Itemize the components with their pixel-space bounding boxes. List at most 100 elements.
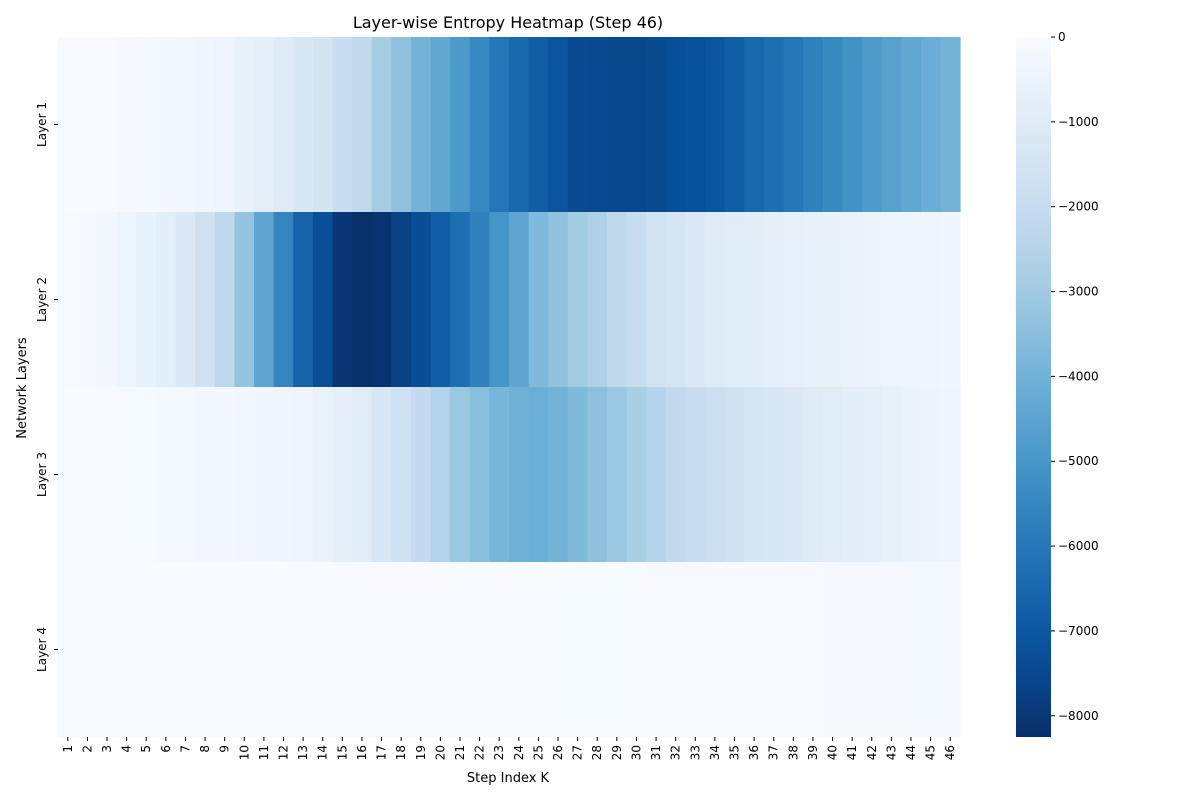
- y-tick-label: Layer 2: [35, 277, 49, 322]
- heatmap-cell: [430, 212, 451, 388]
- heatmap-cell: [705, 562, 726, 738]
- colorbar-tick-label: −6000: [1058, 539, 1099, 553]
- x-tick-label: 36: [747, 745, 761, 760]
- x-tick-label: 14: [316, 745, 330, 760]
- heatmap-cell: [391, 562, 412, 738]
- heatmap-cell: [332, 212, 353, 388]
- heatmap-cell: [136, 212, 157, 388]
- heatmap-cell: [234, 37, 255, 213]
- heatmap-cell: [214, 37, 236, 213]
- colorbar-tick-label: −4000: [1058, 369, 1099, 383]
- heatmap-cell: [920, 37, 941, 213]
- heatmap-cell: [509, 562, 530, 738]
- heatmap-cell: [822, 212, 843, 388]
- heatmap-cell: [705, 387, 726, 563]
- heatmap-cell: [528, 562, 549, 738]
- x-tick-label: 25: [531, 745, 545, 760]
- heatmap-cell: [273, 562, 294, 738]
- heatmap-cell: [489, 562, 510, 738]
- heatmap-cell: [803, 37, 824, 213]
- x-tick-label: 33: [688, 745, 702, 760]
- colorbar-tick-label: −5000: [1058, 454, 1099, 468]
- heatmap-cell: [450, 562, 471, 738]
- colorbar: [1016, 37, 1051, 737]
- heatmap-cell: [175, 387, 196, 563]
- heatmap-cell: [842, 387, 863, 563]
- heatmap-cell: [940, 212, 961, 388]
- heatmap-cell: [665, 37, 687, 213]
- x-tick-label: 7: [178, 745, 192, 753]
- x-axis-label: Step Index K: [467, 771, 550, 786]
- heatmap-cell: [567, 37, 589, 213]
- heatmap-cell: [861, 37, 883, 213]
- heatmap-cell: [842, 562, 863, 738]
- x-tick-label: 16: [355, 745, 369, 760]
- heatmap-cell: [607, 37, 628, 213]
- heatmap-cell: [273, 37, 294, 213]
- heatmap-cell: [156, 387, 177, 563]
- heatmap-cell: [665, 562, 687, 738]
- x-tick-label: 21: [453, 745, 467, 760]
- x-tick-label: 43: [884, 745, 898, 760]
- heatmap-cell: [116, 562, 138, 738]
- heatmap-cell: [136, 387, 157, 563]
- heatmap-cell: [293, 562, 314, 738]
- heatmap-cell: [58, 212, 79, 388]
- heatmap-cell: [822, 387, 843, 563]
- heatmap-cell: [567, 387, 589, 563]
- heatmap-cell: [116, 212, 138, 388]
- heatmap-cell: [920, 387, 941, 563]
- heatmap-cell: [724, 387, 745, 563]
- heatmap-cell: [77, 387, 98, 563]
- heatmap-cell: [567, 562, 589, 738]
- heatmap-cell: [822, 562, 843, 738]
- x-tick-label: 31: [649, 745, 663, 760]
- heatmap-cell: [312, 562, 334, 738]
- heatmap-cell: [763, 387, 785, 563]
- heatmap-cell: [705, 37, 726, 213]
- heatmap-cell: [77, 212, 98, 388]
- heatmap-cell: [97, 387, 118, 563]
- heatmap-cell: [97, 37, 118, 213]
- heatmap-cell: [450, 212, 471, 388]
- x-tick-label: 10: [237, 745, 251, 760]
- heatmap-cell: [528, 212, 549, 388]
- heatmap-cell: [509, 387, 530, 563]
- heatmap-cell: [293, 387, 314, 563]
- heatmap-cell: [646, 212, 667, 388]
- heatmap-cell: [352, 562, 373, 738]
- heatmap-cell: [901, 212, 922, 388]
- heatmap-cell: [724, 562, 745, 738]
- heatmap-cell: [607, 387, 628, 563]
- heatmap-cell: [783, 37, 804, 213]
- heatmap-cell: [920, 212, 941, 388]
- heatmap-cell: [234, 387, 255, 563]
- heatmap-cell: [391, 212, 412, 388]
- y-tick-label: Layer 4: [35, 627, 49, 672]
- heatmap-cell: [744, 562, 765, 738]
- x-tick-label: 11: [257, 745, 271, 760]
- x-tick-label: 27: [571, 745, 585, 760]
- x-tick-label: 46: [943, 745, 957, 760]
- x-tick-label: 38: [786, 745, 800, 760]
- heatmap-cell: [940, 387, 961, 563]
- heatmap-cell: [509, 212, 530, 388]
- heatmap-cell: [587, 562, 608, 738]
- heatmap-cell: [175, 212, 196, 388]
- heatmap-cell: [861, 387, 883, 563]
- heatmap-cell: [214, 387, 236, 563]
- y-axis-ticks: Layer 1 Layer 2 Layer 3 Layer 4: [35, 102, 58, 672]
- heatmap-cell: [861, 562, 883, 738]
- heatmap-cell: [783, 562, 804, 738]
- heatmap-cell: [881, 37, 902, 213]
- x-tick-label: 28: [590, 745, 604, 760]
- heatmap-cell: [77, 37, 98, 213]
- heatmap-cell: [254, 562, 275, 738]
- heatmap-cell: [528, 37, 549, 213]
- heatmap-cell: [332, 37, 353, 213]
- x-tick-label: 37: [767, 745, 781, 760]
- heatmap-cell: [940, 37, 961, 213]
- heatmap-cell: [136, 37, 157, 213]
- colorbar-tick-label: −3000: [1058, 285, 1099, 299]
